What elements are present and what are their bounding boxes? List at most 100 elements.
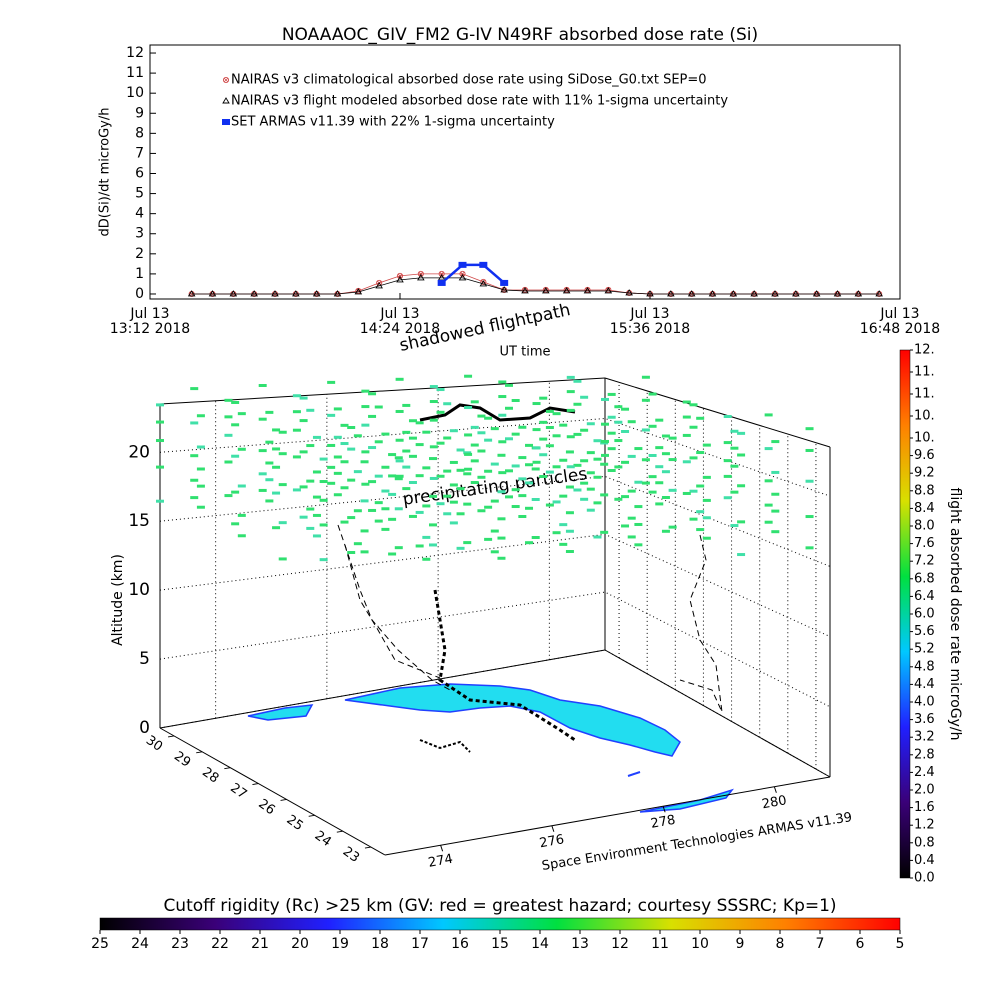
marker: [646, 290, 654, 297]
y-tick: [167, 735, 175, 738]
marker: [479, 261, 488, 268]
marker: [417, 270, 424, 277]
y-tick: [252, 783, 259, 786]
colorbar-label: flight absorbed dose rate microGy/h: [947, 488, 963, 741]
colorbar-tick-label: 3.6: [914, 712, 935, 727]
colorbar-tick-label: 0.0: [914, 871, 935, 886]
plot-frame: [149, 44, 901, 300]
marker: [396, 276, 404, 283]
marker: [500, 286, 508, 293]
box-edge: [159, 727, 386, 856]
marker: [438, 270, 445, 277]
flight-path-shadow: [419, 403, 576, 422]
map-layer: [247, 403, 734, 813]
marker: [604, 287, 613, 294]
marker-ring: [459, 270, 466, 277]
x-tick-label: Jul 13 16:48 2018: [860, 306, 940, 337]
marker: [500, 279, 509, 286]
box-edge: [384, 776, 831, 856]
y-tick-label: 5: [135, 186, 144, 202]
y-tick-label: 9: [135, 105, 144, 121]
marker: [521, 287, 529, 294]
colorbar-tick-label: 8.4: [914, 501, 935, 516]
x-tick: [440, 845, 444, 852]
x-tick-label: Jul 13 14:24 2018: [360, 306, 440, 337]
y-tick-label: 7: [135, 145, 144, 161]
marker: [542, 287, 550, 294]
y-tick-label: 1: [135, 266, 144, 282]
colorbar-tick-label: 1.2: [914, 818, 935, 833]
marker-cross: [439, 271, 444, 277]
marker: [667, 290, 675, 297]
marker: [792, 290, 800, 297]
colorbar-tick-label: 6.8: [914, 571, 935, 586]
flight-path: [344, 544, 441, 679]
marker: [833, 290, 842, 297]
x-tick-label: 276: [538, 832, 565, 851]
x-tick-label: Jul 13 13:12 2018: [110, 306, 190, 337]
x-axis-label: UT time: [500, 345, 551, 360]
colorbar-tick-label: 12: [611, 936, 629, 952]
z-tick-label: 15: [128, 511, 150, 531]
y-tick-label: 2: [135, 246, 144, 262]
grid-line: [159, 417, 831, 497]
y-tick-label: 0: [135, 286, 144, 302]
colorbar-tick-label: 25: [91, 936, 109, 952]
colorbar-tick-label: 5.2: [914, 642, 935, 657]
marker: [222, 76, 230, 84]
marker: [333, 290, 342, 297]
marker: [292, 290, 300, 297]
colorbar-tick-label: 2.8: [914, 747, 935, 762]
marker: [375, 282, 383, 289]
y-tick: [336, 830, 343, 833]
marker: [354, 288, 363, 295]
colorbar-tick-label: 19: [331, 936, 349, 952]
colorbar-tick-label: 2.4: [914, 765, 935, 780]
marker: [708, 290, 717, 297]
z-tick-label: 20: [128, 442, 150, 462]
marker: [875, 290, 883, 297]
y-tick: [364, 846, 372, 849]
colorbar-tick-label: 0.8: [914, 835, 935, 850]
series-line: [191, 277, 880, 295]
colorbar-tick-label: 11.: [914, 387, 935, 402]
y-tick: [196, 751, 203, 754]
marker: [750, 290, 758, 297]
marker: [187, 290, 196, 297]
flight-path-shadow: [679, 534, 723, 713]
x-tick: [773, 786, 777, 793]
colorbar-tick-label: 4.4: [914, 677, 935, 692]
colorbar-tick-label: 21: [251, 936, 269, 952]
colorbar-tick-label: 7: [816, 936, 825, 952]
colorbar-tick-label: 10: [691, 936, 709, 952]
colorbar-title: Cutoff rigidity (Rc) >25 km (GV: red = g…: [163, 896, 836, 916]
marker-cross: [223, 77, 229, 83]
marker: [437, 274, 446, 281]
colorbar-tick-label: 6.4: [914, 589, 935, 604]
marker: [222, 119, 230, 125]
marker-ring: [480, 278, 487, 285]
marker: [229, 290, 238, 297]
colorbar-tick-label: 4.0: [914, 695, 935, 710]
y-tick-label: 8: [135, 125, 144, 141]
y-axis-label: dD(Si)/dt microGy/h: [98, 108, 113, 237]
colorbar-tick-label: 15: [491, 936, 509, 952]
box-edge: [604, 377, 831, 448]
y-tick-label: 12: [126, 45, 144, 61]
colorbar-tick-label: 6.0: [914, 607, 935, 622]
z-tick-label: 10: [128, 580, 150, 600]
colorbar-tick-label: 13: [571, 936, 589, 952]
y-tick: [308, 814, 315, 817]
z-tick-label: 0: [139, 718, 150, 738]
chart-title: NOAAAOC_GIV_FM2 G-IV N49RF absorbed dose…: [282, 25, 758, 45]
marker: [687, 290, 696, 297]
colorbar-tick-label: 7.2: [914, 554, 935, 569]
colorbar-tick-label: 11: [651, 936, 669, 952]
colorbar-tick-label: 20: [291, 936, 309, 952]
panhandle: [247, 704, 314, 721]
marker: [437, 279, 446, 286]
colorbar-tick-label: 7.6: [914, 536, 935, 551]
colorbar-tick-label: 18: [371, 936, 389, 952]
marker: [458, 261, 467, 268]
